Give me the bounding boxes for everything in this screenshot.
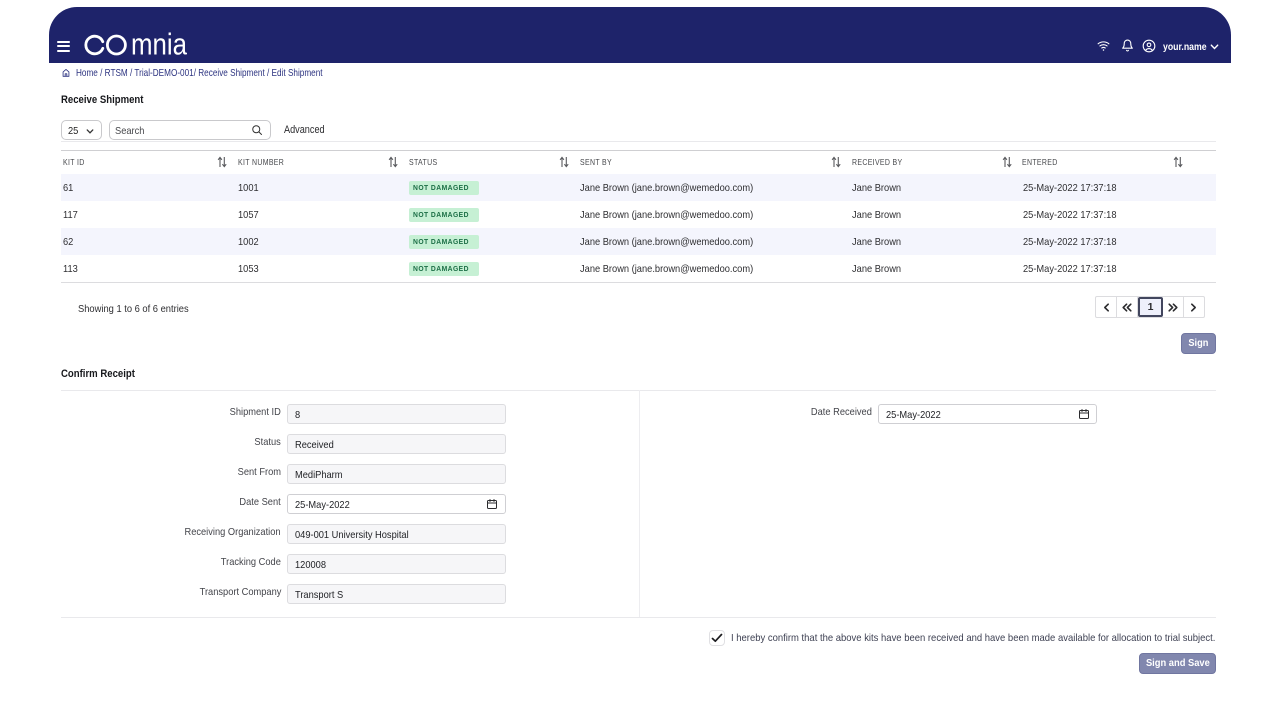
svg-text:mnia: mnia (131, 31, 188, 57)
